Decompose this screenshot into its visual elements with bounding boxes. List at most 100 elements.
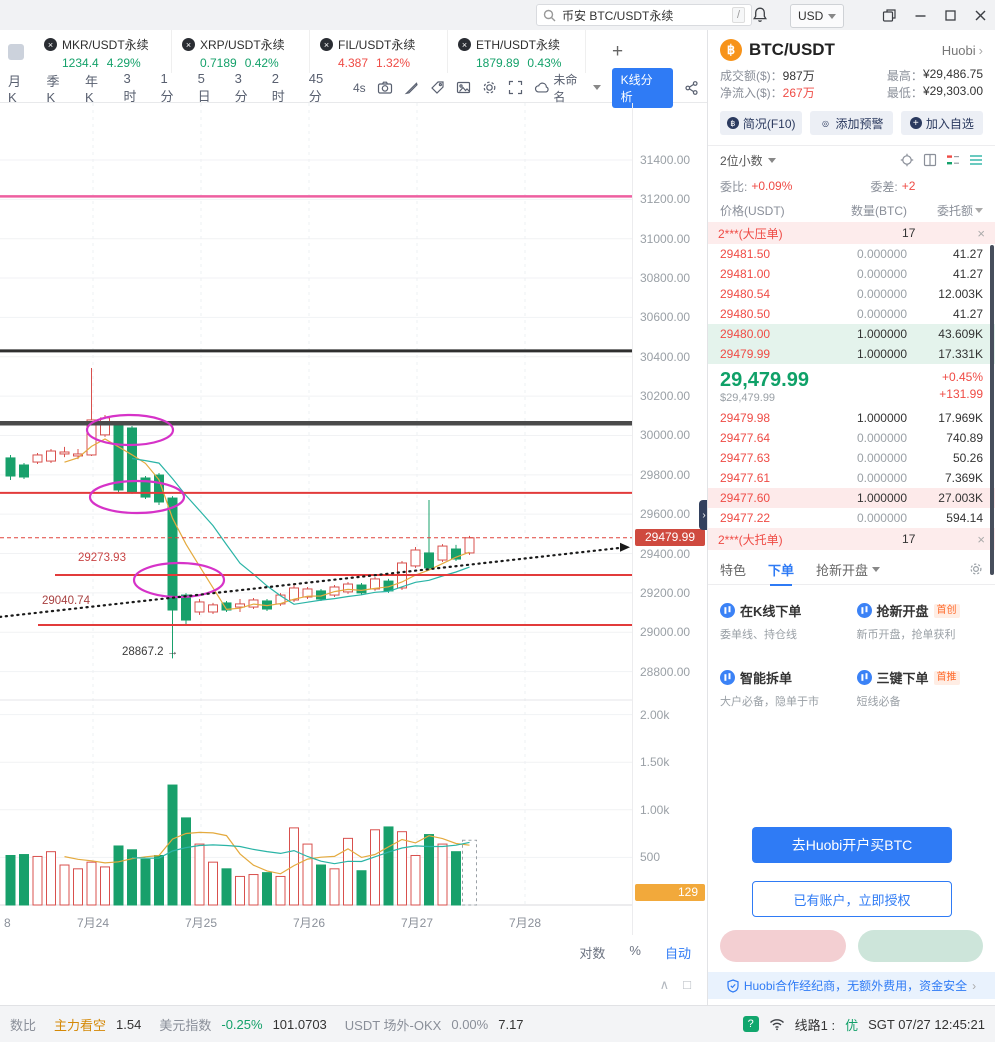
close-icon[interactable]: [977, 532, 985, 547]
open-account-button[interactable]: 去Huobi开户买BTC: [752, 827, 952, 863]
timeframe-5日[interactable]: 5日: [197, 70, 211, 104]
add-tab-button[interactable]: [612, 41, 623, 63]
screenshot-camera-icon[interactable]: [377, 80, 393, 95]
buy-button-disabled[interactable]: [720, 930, 846, 962]
feature-three-key[interactable]: 三键下单 首推 短线必备: [856, 668, 984, 709]
split-view-icon[interactable]: [923, 153, 937, 167]
chevron-right-icon: [972, 979, 976, 993]
orderbook-row[interactable]: 29480.50 0.000000 41.27: [708, 304, 995, 324]
tab-list-icon[interactable]: [8, 43, 24, 60]
feature-ipo-grab[interactable]: 抢新开盘 首创 新币开盘，抢单获利: [856, 601, 984, 642]
orderbook-row[interactable]: 29479.99 1.000000 17.331K: [708, 344, 995, 364]
orderbook-row[interactable]: 29479.98 1.000000 17.969K: [708, 408, 995, 428]
auto-scale-toggle[interactable]: 自动: [664, 946, 691, 961]
add-watchlist-button[interactable]: 加入自选: [900, 111, 983, 135]
candlestick-canvas[interactable]: 29273.93 29040.74 28867.2 → 7月24 7月25 7月26 7月2…: [0, 103, 632, 935]
close-icon[interactable]: [977, 226, 985, 241]
order-amount: 41.27: [952, 267, 983, 281]
authorize-button[interactable]: 已有账户，立即授权: [752, 881, 952, 917]
precision-selector[interactable]: 2位小数: [720, 153, 763, 168]
orderbook-row[interactable]: 29477.22 0.000000 594.14: [708, 508, 995, 528]
drawing-ellipse: [88, 479, 186, 515]
image-icon[interactable]: [456, 80, 471, 95]
overview-f10-button[interactable]: 简况(F10): [720, 111, 803, 135]
fullscreen-icon[interactable]: [508, 80, 523, 95]
order-amount: 17.969K: [938, 411, 983, 425]
line-label[interactable]: 线路1 :: [794, 1017, 836, 1033]
sentiment-label[interactable]: 主力看空: [54, 1017, 107, 1033]
timeframe-2时[interactable]: 2时: [271, 70, 285, 104]
timeframe-1分[interactable]: 1分: [160, 70, 174, 104]
draw-pencil-icon[interactable]: [404, 80, 419, 95]
timeframe-季K[interactable]: 季K: [46, 73, 60, 105]
pair-tab-xrp[interactable]: XRP/USDT永续 0.7189 0.42%: [172, 30, 310, 73]
refresh-interval-badge[interactable]: 4s: [352, 80, 366, 95]
close-button[interactable]: [974, 9, 987, 22]
minimize-button[interactable]: [914, 9, 927, 22]
currency-selector[interactable]: USD: [790, 4, 845, 28]
candlestick-chart[interactable]: 29273.93 29040.74 28867.2 → 7月24 7月25 7月26 7月2…: [0, 103, 632, 935]
feature-kline-order[interactable]: 在K线下单 委单线、持仓线: [720, 601, 847, 642]
timeframe-月K[interactable]: 月K: [8, 73, 22, 105]
orderbook-row[interactable]: 29480.00 1.000000 43.609K: [708, 324, 995, 344]
tab-ipo-grab[interactable]: 抢新开盘: [816, 560, 881, 579]
pair-tab-eth[interactable]: ETH/USDT永续 1879.89 0.43%: [448, 30, 586, 73]
timeframe-45分[interactable]: 45分: [308, 70, 324, 104]
orderbook-row[interactable]: 29480.54 0.000000 12.003K: [708, 284, 995, 304]
col-amount-sort[interactable]: 委托额: [907, 202, 983, 219]
kline-analysis-button[interactable]: K线分析: [611, 67, 673, 108]
help-icon[interactable]: [742, 1016, 759, 1032]
orderbook-row[interactable]: 29477.64 0.000000 740.89: [708, 428, 995, 448]
depth-target-icon[interactable]: [900, 153, 914, 167]
orderbook-row[interactable]: 29481.00 0.000000 41.27: [708, 264, 995, 284]
dxy-label[interactable]: 美元指数: [159, 1017, 212, 1033]
add-alert-button[interactable]: 添加预警: [810, 111, 893, 135]
order-price: 29480.54: [720, 287, 771, 301]
orderbook-scrollbar[interactable]: [990, 245, 994, 575]
axis-label: 30200.00: [640, 389, 691, 404]
mini-window-icon[interactable]: [683, 977, 691, 993]
settings-gear-icon[interactable]: [482, 80, 497, 95]
timeframe-年K[interactable]: 年K: [84, 73, 98, 105]
price-axis[interactable]: 31400.00 31200.00 31000.00 30800.00 30600.00…: [632, 103, 708, 935]
maximize-button[interactable]: [944, 9, 957, 22]
orderbook-row[interactable]: 29477.60 1.000000 27.003K: [708, 488, 995, 508]
percent-scale-toggle[interactable]: %: [629, 943, 641, 958]
feature-smart-split[interactable]: 智能拆单 大户必备，隐单于市: [720, 668, 847, 709]
svg-text:7月28: 7月28: [509, 916, 541, 930]
exchange-selector[interactable]: Huobi: [942, 43, 983, 58]
notifications-bell-icon[interactable]: [752, 6, 768, 23]
search-input[interactable]: 币安 BTC/USDT永续 /: [536, 4, 752, 26]
order-price: 29480.00: [720, 327, 771, 341]
pair-tab-mkr[interactable]: MKR/USDT永续 1234.4 4.29%: [34, 30, 172, 73]
timeframe-3时[interactable]: 3时: [123, 70, 137, 104]
broker-note-banner[interactable]: Huobi合作经纪商，无额外费用，资金安全: [708, 972, 995, 999]
order-qty: 1.000000: [856, 411, 907, 425]
scroll-top-icon[interactable]: [660, 977, 670, 993]
list-view-icon[interactable]: [969, 153, 983, 167]
share-icon[interactable]: [684, 80, 699, 96]
tab-features[interactable]: 特色: [720, 562, 747, 578]
trade-settings-gear-icon[interactable]: [969, 562, 983, 576]
panel-collapse-handle[interactable]: [699, 500, 709, 530]
log-scale-toggle[interactable]: 对数: [579, 946, 606, 961]
ask-rows: 29481.50 0.000000 41.27 29481.00 0.000000 41.…: [708, 244, 995, 364]
usdt-otc-label[interactable]: USDT 场外-OKX: [344, 1017, 442, 1033]
layout-toggle-icon[interactable]: [882, 8, 897, 23]
line-status: 优: [845, 1017, 859, 1033]
svg-text:7月24: 7月24: [77, 916, 109, 930]
orderbook-row[interactable]: 29477.63 0.000000 50.26: [708, 448, 995, 468]
orderbook-row[interactable]: 29481.50 0.000000 41.27: [708, 244, 995, 264]
sell-button-disabled[interactable]: [857, 930, 983, 962]
high-value: ¥29,486.75: [922, 67, 983, 81]
order-price: 29477.64: [720, 431, 771, 445]
orderbook-row[interactable]: 29477.61 0.000000 7.369K: [708, 468, 995, 488]
template-selector[interactable]: 未命名: [534, 71, 601, 105]
timeframe-3分[interactable]: 3分: [234, 70, 248, 104]
tab-order[interactable]: 下单: [768, 560, 794, 586]
svg-text:28867.2 →: 28867.2 →: [122, 646, 178, 658]
feature-title: 智能拆单: [740, 671, 793, 686]
pair-tab-fil[interactable]: FIL/USDT永续 4.387 1.32%: [310, 30, 448, 73]
depth-list-colored-icon[interactable]: [946, 153, 960, 167]
price-tag-icon[interactable]: [430, 80, 445, 95]
